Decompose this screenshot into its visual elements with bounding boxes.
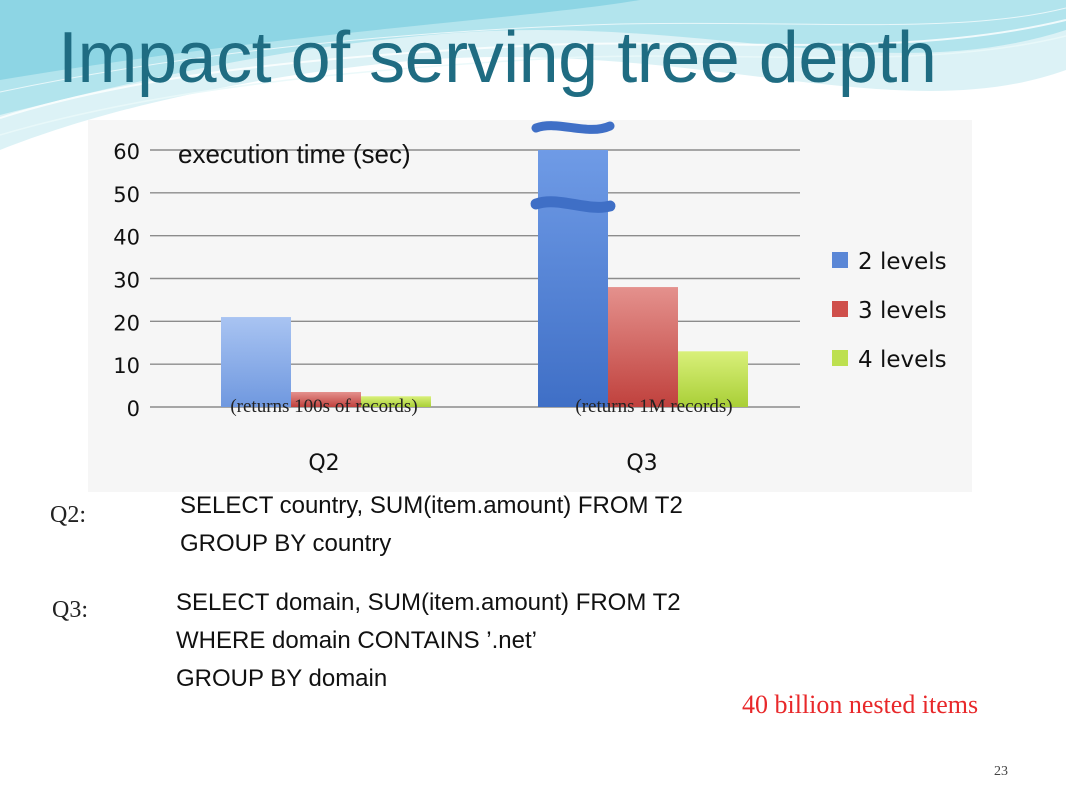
y-tick-label: 10 [113, 354, 140, 378]
legend-swatch [832, 350, 848, 366]
bar-3-levels-Q3 [608, 287, 678, 407]
bar-4-levels-Q2 [361, 396, 431, 407]
bars [221, 121, 748, 407]
page-number: 23 [994, 764, 1008, 779]
q3-line-1: SELECT domain, SUM(item.amount) FROM T2 [176, 589, 681, 616]
y-tick-label: 30 [113, 269, 140, 293]
q3-query: SELECT domain, SUM(item.amount) FROM T2 … [176, 584, 681, 698]
q2-label: Q2: [50, 502, 86, 528]
q2-line-1: SELECT country, SUM(item.amount) FROM T2 [180, 492, 683, 519]
legend-label: 4 levels [858, 347, 947, 373]
y-tick-label: 40 [113, 226, 140, 250]
q3-line-2: WHERE domain CONTAINS ’.net’ [176, 627, 537, 654]
chart-title: execution time (sec) [178, 139, 411, 169]
legend-swatch [832, 301, 848, 317]
y-tick-label: 0 [127, 397, 140, 421]
x-category-label: Q3 [626, 451, 657, 476]
bar-2-levels-Q2 [221, 317, 291, 407]
bar-4-levels-Q3 [678, 351, 748, 407]
x-category-label: Q2 [308, 451, 339, 476]
nested-items-note: 40 billion nested items [742, 690, 979, 719]
plot-background [88, 120, 972, 492]
q3-label: Q3: [52, 597, 88, 623]
category-note: (returns 1M records) [575, 396, 732, 417]
legend-swatch [832, 252, 848, 268]
bar-3-levels-Q2 [291, 392, 361, 407]
axis-break-lower [530, 196, 616, 213]
legend-label: 3 levels [858, 298, 947, 324]
legend-label: 2 levels [858, 249, 947, 275]
q2-line-2: GROUP BY country [180, 530, 392, 557]
category-note: (returns 100s of records) [230, 396, 417, 417]
y-tick-label: 20 [113, 311, 140, 335]
y-tick-label: 60 [113, 140, 140, 164]
bar-chart: 0 10 20 30 40 50 60 (returns 100s of records) (r… [88, 120, 972, 492]
bar-2-levels-Q3 [538, 150, 608, 407]
slide-title: Impact of serving tree depth [58, 18, 937, 98]
q3-line-3: GROUP BY domain [176, 665, 388, 692]
axis-break-top [531, 121, 615, 134]
axis-labels: 0 10 20 30 40 50 60 (returns 100s of records) (r… [113, 140, 732, 476]
q2-query: SELECT country, SUM(item.amount) FROM T2… [180, 487, 683, 563]
y-tick-label: 50 [113, 183, 140, 207]
legend: 2 levels 3 levels 4 levels [832, 249, 947, 373]
